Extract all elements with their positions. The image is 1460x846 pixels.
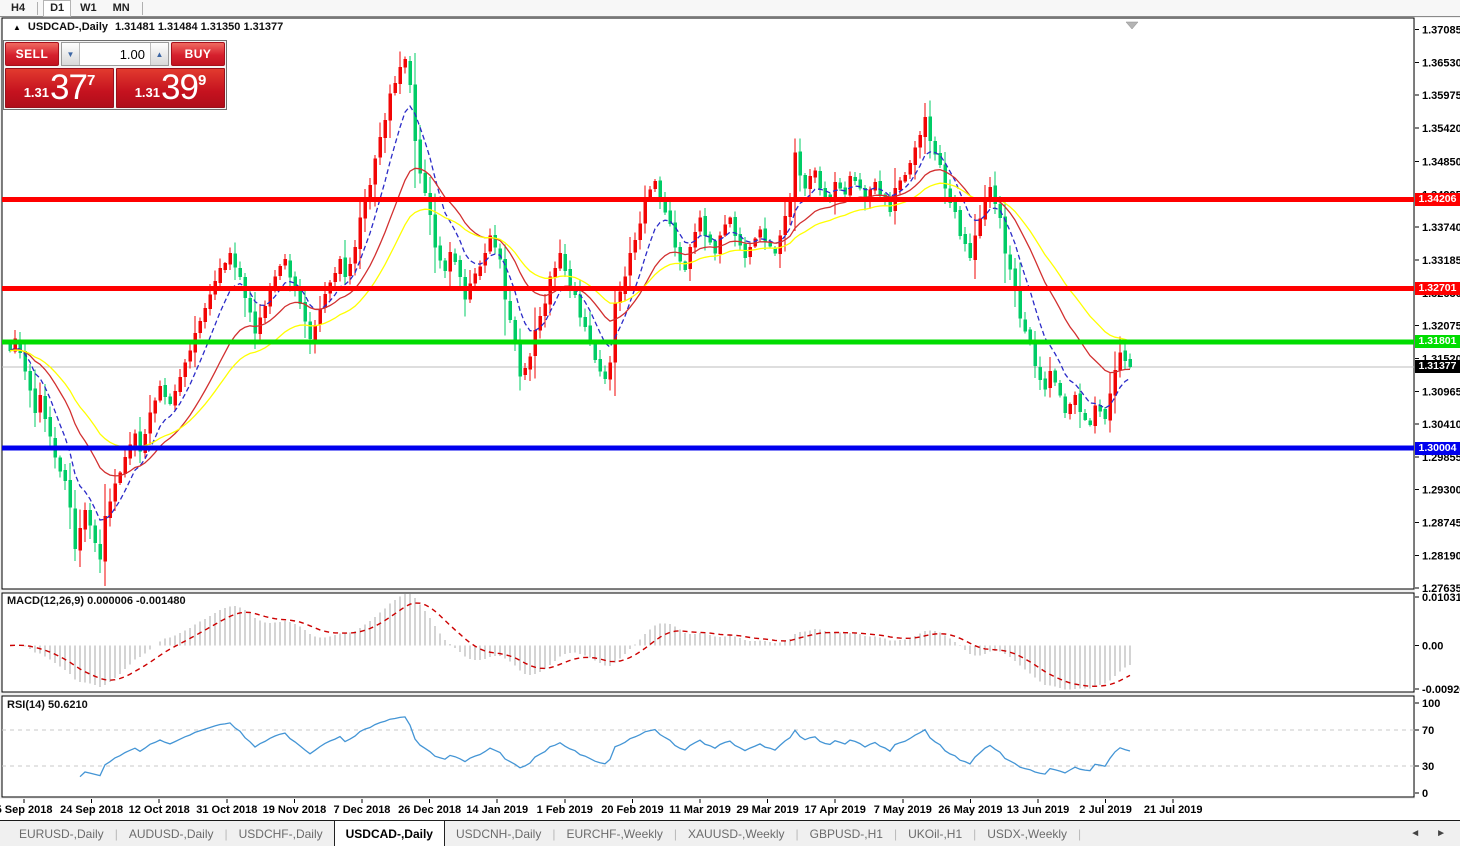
tab-audusd-daily[interactable]: AUDUSD-,Daily	[128, 826, 214, 841]
tab-separator: |	[795, 826, 799, 841]
one-click-collapse-icon[interactable]: ▲	[13, 22, 21, 32]
svg-text:20 Feb 2019: 20 Feb 2019	[601, 804, 663, 816]
current-price-tag: 1.31377	[1415, 360, 1460, 374]
tab-usdcnh-daily[interactable]: USDCNH-,Daily	[455, 826, 542, 841]
svg-text:0: 0	[1422, 788, 1428, 800]
tab-scroll-right-icon[interactable]: ►	[1436, 828, 1446, 839]
tab-separator: |	[893, 826, 898, 841]
rsi-indicator-label: RSI(14) 50.6210	[7, 699, 88, 711]
svg-text:1.28745: 1.28745	[1422, 518, 1460, 530]
macd-indicator-label: MACD(12,26,9) 0.000006 -0.001480	[7, 595, 186, 607]
svg-text:7 Dec 2018: 7 Dec 2018	[334, 804, 391, 816]
volume-decrease-icon[interactable]: ▼	[62, 43, 80, 65]
svg-text:29 Mar 2019: 29 Mar 2019	[736, 804, 798, 816]
svg-text:1 Feb 2019: 1 Feb 2019	[537, 804, 593, 816]
chart-header: ▲ USDCAD-,Daily 1.31481 1.31484 1.31350 …	[13, 21, 283, 33]
svg-text:21 Jul 2019: 21 Jul 2019	[1144, 804, 1203, 816]
svg-text:13 Jun 2019: 13 Jun 2019	[1007, 804, 1069, 816]
candlestick-chart[interactable]: 1.37085 1.36530 1.35975 1.35420 1.34850 1.342…	[0, 0, 1460, 820]
volume-input[interactable]: 1.00	[80, 43, 150, 65]
symbol-title: USDCAD-,Daily	[27, 21, 108, 33]
buy-price-display[interactable]: 1.31 39 9	[116, 68, 225, 108]
svg-text:31 Oct 2018: 31 Oct 2018	[196, 804, 257, 816]
tab-usdx-weekly[interactable]: USDX-,Weekly	[987, 826, 1068, 841]
svg-text:1.32075: 1.32075	[1422, 321, 1460, 333]
level-tag-1.30004: 1.30004	[1415, 441, 1460, 455]
tab-scroll-left-icon[interactable]: ◄	[1410, 828, 1421, 839]
tab-separator: |	[673, 826, 678, 841]
svg-text:70: 70	[1422, 725, 1434, 737]
timeframe-button-MN[interactable]: MN	[112, 2, 130, 14]
svg-text:11 Mar 2019: 11 Mar 2019	[669, 804, 731, 816]
svg-text:26 Dec 2018: 26 Dec 2018	[398, 804, 461, 816]
toolbar-separator	[141, 1, 143, 15]
svg-text:26 May 2019: 26 May 2019	[938, 804, 1002, 816]
svg-text:1.37085: 1.37085	[1422, 25, 1460, 37]
svg-text:1.29855: 1.29855	[1422, 452, 1460, 464]
volume-increase-icon[interactable]: ▲	[150, 43, 168, 65]
svg-text:1.30410: 1.30410	[1422, 419, 1460, 431]
svg-text:30: 30	[1422, 761, 1434, 773]
tab-separator: |	[552, 826, 556, 841]
tab-eurusd-daily[interactable]: EURUSD-,Daily	[19, 826, 104, 841]
svg-text:1.36530: 1.36530	[1422, 57, 1460, 69]
buy-price-prefix: 1.31	[134, 85, 161, 100]
svg-text:1.33740: 1.33740	[1422, 222, 1460, 234]
svg-text:1.28190: 1.28190	[1422, 550, 1460, 562]
svg-text:7 May 2019: 7 May 2019	[874, 804, 932, 816]
tab-usdchf-daily[interactable]: USDCHF-,Daily	[238, 826, 323, 841]
sell-price-prefix: 1.31	[23, 85, 50, 100]
tab-eurchf-weekly[interactable]: EURCHF-,Weekly	[566, 826, 663, 841]
buy-button[interactable]: BUY	[171, 42, 225, 66]
tab-separator: |	[973, 826, 977, 841]
svg-text:5 Sep 2018: 5 Sep 2018	[0, 804, 52, 816]
timeframe-toolbar: H4 D1 W1 MN	[0, 0, 1460, 17]
level-tag-1.31801: 1.31801	[1415, 335, 1460, 349]
buy-price-big: 39	[161, 68, 199, 107]
svg-text:100: 100	[1422, 698, 1440, 710]
volume-control: ▼ 1.00 ▲	[61, 42, 169, 66]
svg-text:1.35975: 1.35975	[1422, 90, 1460, 102]
svg-text:0.00: 0.00	[1422, 641, 1443, 653]
tab-usdcad-daily[interactable]: USDCAD-,Daily	[333, 820, 445, 846]
level-tag-1.34206: 1.34206	[1415, 193, 1460, 207]
svg-text:19 Nov 2018: 19 Nov 2018	[263, 804, 327, 816]
timeframe-button-D1[interactable]: D1	[43, 0, 72, 17]
chart-tab-bar: EURUSD-,Daily | AUDUSD-,Daily | USDCHF-,Dail…	[0, 820, 1460, 846]
svg-text:2 Jul 2019: 2 Jul 2019	[1079, 804, 1132, 816]
svg-text:14 Jan 2019: 14 Jan 2019	[466, 804, 528, 816]
svg-text:12 Oct 2018: 12 Oct 2018	[129, 804, 190, 816]
svg-text:24 Sep 2018: 24 Sep 2018	[60, 804, 123, 816]
svg-text:1.33185: 1.33185	[1422, 255, 1460, 267]
svg-text:-0.009203: -0.009203	[1422, 684, 1460, 696]
svg-text:17 Apr 2019: 17 Apr 2019	[805, 804, 866, 816]
tab-separator: |	[114, 826, 118, 841]
tab-separator: |	[224, 826, 228, 841]
sell-button[interactable]: SELL	[5, 42, 59, 66]
svg-text:1.35420: 1.35420	[1422, 123, 1460, 135]
svg-text:1.34850: 1.34850	[1422, 157, 1460, 169]
one-click-trading-widget: SELL ▼ 1.00 ▲ BUY 1.31 37 7 1.31 39 9	[3, 40, 227, 110]
tab-ukoil-h1[interactable]: UKOil-,H1	[908, 826, 963, 841]
timeframe-button-W1[interactable]: W1	[80, 2, 97, 14]
ohlc-values: 1.31481 1.31484 1.31350 1.31377	[115, 21, 284, 33]
sell-price-display[interactable]: 1.31 37 7	[5, 68, 114, 108]
toolbar-separator	[37, 1, 39, 15]
buy-price-sup: 9	[197, 72, 207, 89]
tab-separator: |	[1078, 826, 1082, 841]
tab-gbpusd-h1[interactable]: GBPUSD-,H1	[809, 826, 883, 841]
level-tag-1.32701: 1.32701	[1415, 282, 1460, 296]
sell-price-sup: 7	[86, 72, 96, 89]
svg-text:1.30965: 1.30965	[1422, 386, 1460, 398]
timeframe-button-H4[interactable]: H4	[11, 2, 26, 14]
svg-text:1.29300: 1.29300	[1422, 485, 1460, 497]
svg-text:1.27635: 1.27635	[1422, 583, 1460, 595]
svg-text:0.010311: 0.010311	[1422, 592, 1460, 604]
tab-xauusd-weekly[interactable]: XAUUSD-,Weekly	[688, 826, 785, 841]
sell-price-big: 37	[50, 68, 88, 107]
